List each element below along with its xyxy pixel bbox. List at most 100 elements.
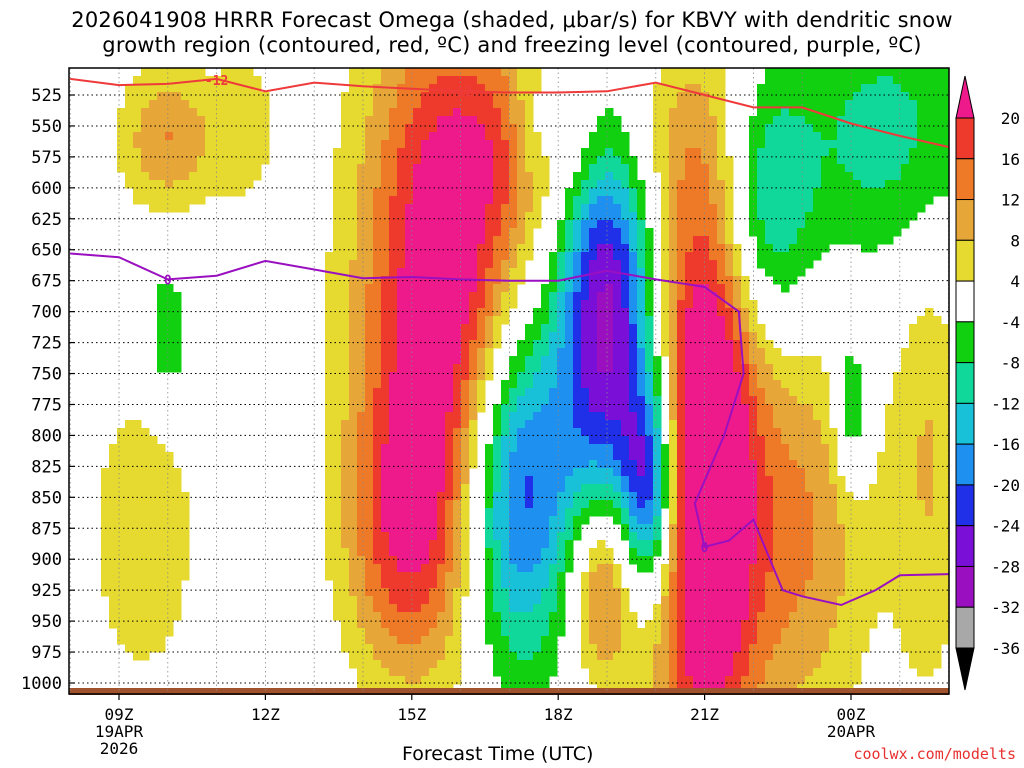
omega-cell bbox=[421, 108, 430, 117]
omega-cell bbox=[717, 300, 726, 309]
omega-cell bbox=[397, 132, 406, 141]
omega-cell bbox=[677, 628, 686, 637]
omega-cell bbox=[581, 476, 590, 485]
omega-cell bbox=[549, 396, 558, 405]
omega-cell bbox=[669, 372, 678, 381]
omega-cell bbox=[437, 284, 446, 293]
omega-cell bbox=[605, 260, 614, 269]
omega-cell bbox=[509, 524, 518, 533]
omega-cell bbox=[669, 452, 678, 461]
omega-cell bbox=[349, 76, 358, 85]
omega-cell bbox=[757, 596, 766, 605]
omega-cell bbox=[485, 236, 494, 245]
omega-cell bbox=[517, 124, 526, 133]
omega-cell bbox=[701, 396, 710, 405]
omega-cell bbox=[461, 436, 470, 445]
omega-cell bbox=[549, 604, 558, 613]
omega-cell bbox=[245, 180, 254, 189]
omega-cell bbox=[117, 452, 126, 461]
omega-cell bbox=[141, 132, 150, 141]
omega-cell bbox=[621, 612, 630, 621]
omega-cell bbox=[389, 260, 398, 269]
omega-cell bbox=[725, 468, 734, 477]
omega-cell bbox=[445, 468, 454, 477]
omega-cell bbox=[413, 188, 422, 197]
omega-cell bbox=[677, 532, 686, 541]
omega-cell bbox=[677, 588, 686, 597]
omega-cell bbox=[533, 572, 542, 581]
omega-cell bbox=[781, 156, 790, 165]
omega-cell bbox=[661, 348, 670, 357]
omega-cell bbox=[709, 452, 718, 461]
omega-cell bbox=[485, 612, 494, 621]
omega-cell bbox=[661, 228, 670, 237]
omega-cell bbox=[549, 572, 558, 581]
omega-cell bbox=[173, 204, 182, 213]
omega-cell bbox=[829, 660, 838, 669]
omega-cell bbox=[789, 452, 798, 461]
omega-cell bbox=[733, 324, 742, 333]
omega-cell bbox=[589, 396, 598, 405]
omega-cell bbox=[837, 540, 846, 549]
omega-cell bbox=[629, 348, 638, 357]
omega-cell bbox=[453, 212, 462, 221]
omega-cell bbox=[821, 508, 830, 517]
omega-cell bbox=[173, 76, 182, 85]
omega-cell bbox=[157, 164, 166, 173]
omega-cell bbox=[549, 588, 558, 597]
omega-cell bbox=[797, 564, 806, 573]
omega-cell bbox=[733, 260, 742, 269]
omega-cell bbox=[485, 196, 494, 205]
omega-cell bbox=[573, 444, 582, 453]
omega-cell bbox=[333, 468, 342, 477]
omega-cell bbox=[421, 340, 430, 349]
omega-cell bbox=[365, 388, 374, 397]
omega-cell bbox=[597, 260, 606, 269]
omega-cell bbox=[613, 324, 622, 333]
omega-cell bbox=[589, 452, 598, 461]
omega-cell bbox=[629, 500, 638, 509]
omega-cell bbox=[765, 564, 774, 573]
omega-cell bbox=[397, 332, 406, 341]
omega-cell bbox=[733, 508, 742, 517]
omega-cell bbox=[245, 132, 254, 141]
omega-cell bbox=[381, 532, 390, 541]
omega-cell bbox=[157, 644, 166, 653]
omega-cell bbox=[525, 76, 534, 85]
omega-cell bbox=[389, 460, 398, 469]
omega-cell bbox=[357, 180, 366, 189]
omega-cell bbox=[357, 612, 366, 621]
omega-cell bbox=[685, 388, 694, 397]
omega-cell bbox=[485, 132, 494, 141]
omega-cell bbox=[117, 636, 126, 645]
omega-cell bbox=[453, 580, 462, 589]
omega-cell bbox=[413, 652, 422, 661]
omega-cell bbox=[829, 76, 838, 85]
omega-cell bbox=[157, 140, 166, 149]
omega-cell bbox=[389, 468, 398, 477]
omega-cell bbox=[133, 452, 142, 461]
omega-cell bbox=[389, 500, 398, 509]
omega-cell bbox=[365, 292, 374, 301]
omega-cell bbox=[837, 548, 846, 557]
omega-cell bbox=[725, 332, 734, 341]
omega-cell bbox=[573, 172, 582, 181]
omega-cell bbox=[173, 316, 182, 325]
omega-cell bbox=[525, 668, 534, 677]
omega-cell bbox=[685, 156, 694, 165]
omega-cell bbox=[581, 252, 590, 261]
omega-cell bbox=[709, 124, 718, 133]
omega-cell bbox=[253, 132, 262, 141]
omega-cell bbox=[757, 124, 766, 133]
omega-cell bbox=[189, 172, 198, 181]
omega-cell bbox=[829, 428, 838, 437]
omega-cell bbox=[605, 356, 614, 365]
omega-cell bbox=[829, 652, 838, 661]
omega-cell bbox=[405, 364, 414, 373]
omega-cell bbox=[357, 412, 366, 421]
omega-cell bbox=[525, 540, 534, 549]
omega-cell bbox=[637, 644, 646, 653]
omega-cell bbox=[557, 340, 566, 349]
omega-cell bbox=[397, 404, 406, 413]
omega-cell bbox=[165, 500, 174, 509]
